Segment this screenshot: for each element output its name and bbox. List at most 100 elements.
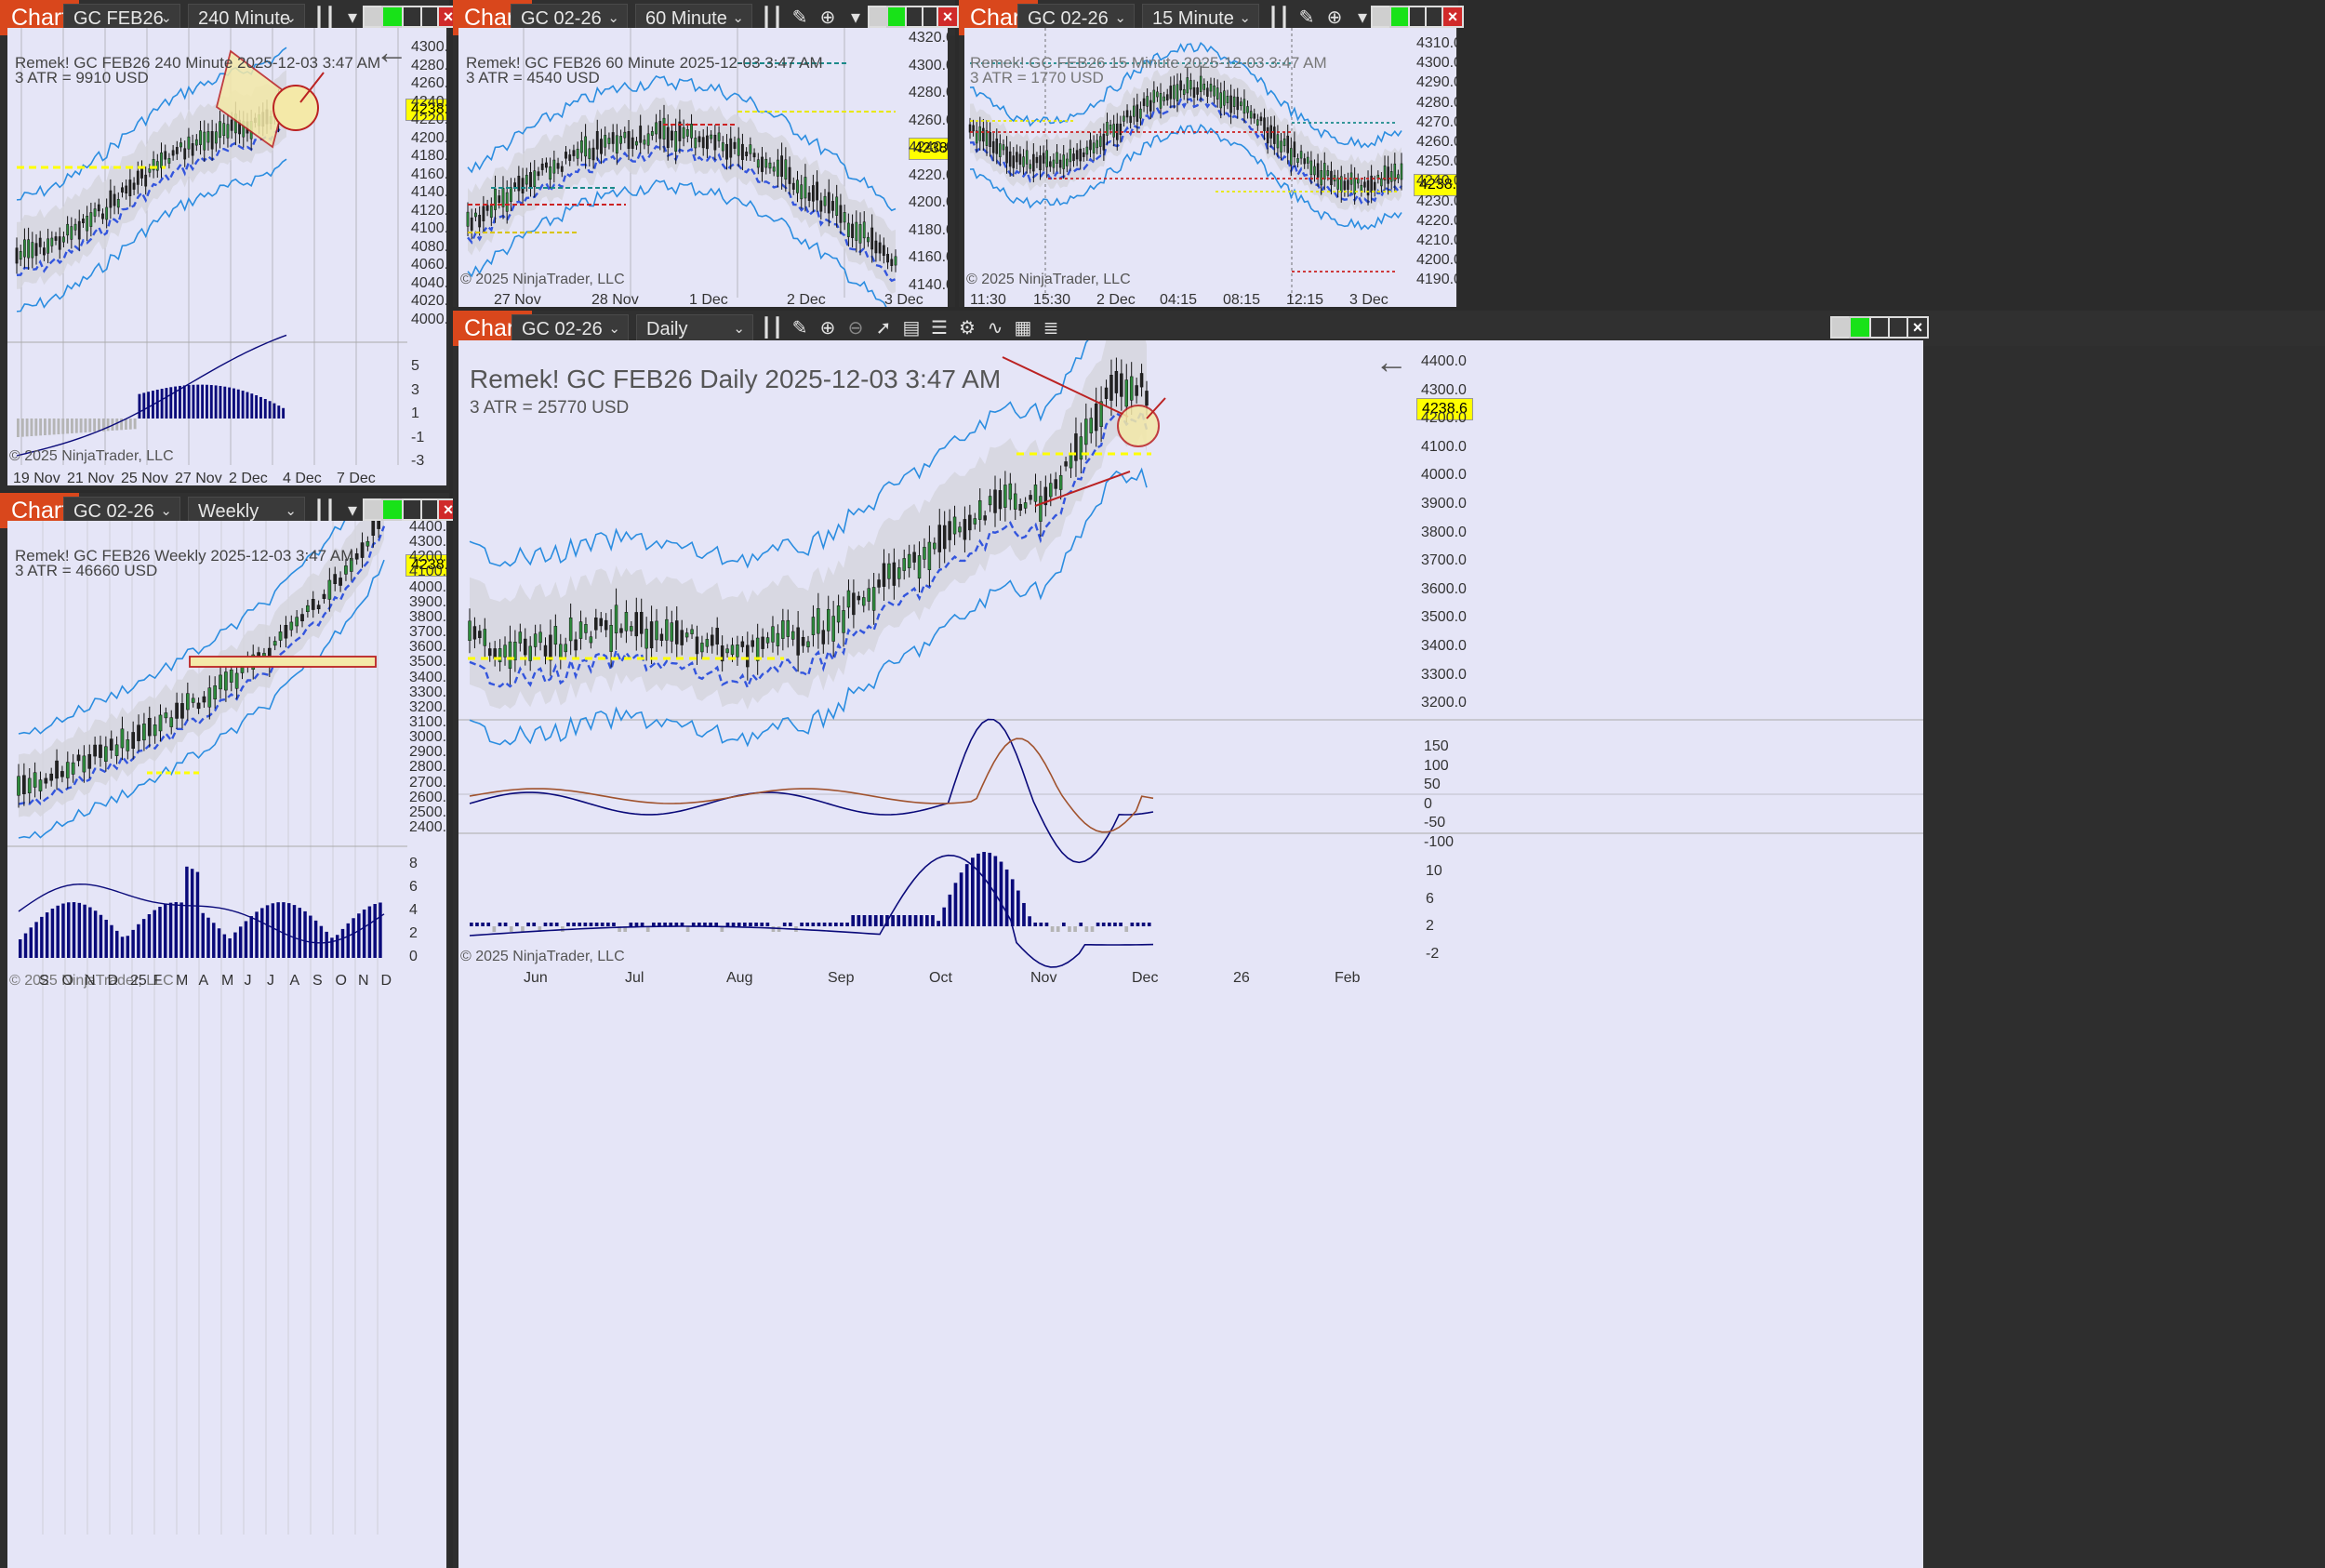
candle-body [751, 640, 754, 647]
candle-body [354, 553, 359, 560]
candle-body [705, 639, 710, 647]
chart-style-icon[interactable]: ┃┃ [1267, 7, 1291, 28]
candle-body [839, 205, 843, 223]
instrument-selector[interactable]: GC 02-26 ⌄ [63, 497, 180, 525]
interval-selector[interactable]: 60 Minute ⌄ [635, 4, 752, 32]
interval-selector[interactable]: Daily ⌄ [636, 314, 753, 342]
chart-panel[interactable]: Remek! GC FEB26 60 Minute 2025-12-03 3:4… [458, 28, 948, 307]
zoom-out-icon[interactable]: ⊖ [847, 318, 864, 339]
histogram-bar [834, 923, 838, 926]
strategies-icon[interactable]: ⚙ [959, 318, 976, 339]
candle-body [158, 714, 163, 732]
candle-body [1129, 376, 1134, 401]
dropdown-arrow-icon[interactable]: ▾ [1357, 7, 1368, 28]
candle-body [1397, 174, 1400, 179]
close-button[interactable]: × [1906, 316, 1929, 339]
candle-body [518, 631, 523, 644]
pointer-icon[interactable]: ➚ [875, 318, 892, 339]
axis-tick-label: 4230.0 [1416, 193, 1456, 209]
chart-style-icon[interactable]: ┃┃ [312, 7, 337, 28]
instrument-selector[interactable]: GC 02-26 ⌄ [512, 314, 629, 342]
interval-selector[interactable]: 240 Minute ⌄ [188, 4, 305, 32]
candle-body [701, 137, 705, 149]
dropdown-arrow-icon[interactable]: ▾ [347, 500, 358, 521]
histogram-bar [246, 392, 249, 419]
instrument-selector[interactable]: GC 02-26 ⌄ [511, 4, 628, 32]
interval-selector[interactable]: 15 Minute ⌄ [1142, 4, 1259, 32]
back-arrow-icon[interactable]: ← [375, 33, 408, 71]
chart-style-icon[interactable]: ┃┃ [760, 318, 784, 339]
axis-tick-label: 4240.0 [411, 93, 446, 110]
candle-body [1309, 160, 1313, 176]
axis-tick-label: 4270.0 [1416, 113, 1456, 130]
axis-tick-label: 19 Nov [13, 471, 60, 485]
close-button[interactable]: × [937, 6, 959, 28]
candle-body [737, 138, 740, 156]
candle-body [70, 226, 73, 240]
link-green-button[interactable] [1849, 316, 1871, 339]
histogram-bar [800, 923, 804, 926]
atr-label: 3 ATR = 46660 USD [15, 562, 158, 579]
dropdown-arrow-icon[interactable]: ▾ [347, 7, 358, 28]
axis-tick-label: 4100.0 [1421, 438, 1467, 455]
candle-body [1075, 150, 1079, 160]
dropdown-arrow-icon[interactable]: ▾ [850, 7, 861, 28]
histogram-bar [115, 930, 119, 958]
candle-body [524, 638, 527, 656]
candle-body [1094, 403, 1098, 432]
properties-icon[interactable]: ☰ [931, 318, 948, 339]
chart-panel[interactable]: Remek! GC FEB26 240 Minute 2025-12-03 3:… [7, 28, 446, 485]
histogram-bar [125, 419, 127, 430]
histogram-bar [873, 915, 878, 926]
candle-body [1219, 92, 1223, 109]
chart-style-icon[interactable]: ┃┃ [760, 7, 784, 28]
histogram-bar [115, 419, 119, 431]
drawing-tool-icon[interactable]: ✎ [791, 7, 808, 28]
axis-tick-label: 11:30 [970, 292, 1006, 307]
indicators-icon[interactable]: ∿ [987, 318, 1003, 339]
data-box-icon[interactable]: ▤ [902, 318, 921, 339]
histogram-bar [993, 856, 998, 926]
axis-tick-label: Jul [625, 970, 644, 986]
back-arrow-icon[interactable]: ← [1375, 342, 1408, 380]
volatility-band-fill [970, 59, 1402, 213]
candle-body [1253, 113, 1256, 119]
candle-body [874, 240, 878, 254]
candle-body [1109, 375, 1113, 401]
candle-body [611, 132, 615, 144]
zoom-icon[interactable]: ⊕ [1326, 7, 1343, 28]
chart-panel[interactable]: Remek! GC FEB26 15 Minute 2025-12-03 3:4… [964, 28, 1456, 307]
chart-panel[interactable]: Remek! GC FEB26 Daily 2025-12-03 3:47 AM… [458, 340, 1923, 1568]
templates-icon[interactable]: ▦ [1014, 318, 1032, 339]
interval-value: Weekly [198, 501, 259, 522]
candle-body [725, 648, 729, 654]
chart-panel[interactable]: Remek! GC FEB26 Weekly 2025-12-03 3:47 A… [7, 521, 446, 1568]
axis-tick-label: D [107, 973, 119, 989]
candle-body [137, 724, 140, 741]
axis-tick-label: 5 [411, 358, 419, 374]
instrument-selector[interactable]: GC 02-26 ⌄ [1017, 4, 1135, 32]
candle-body [710, 134, 713, 140]
zoom-in-icon[interactable]: ⊕ [819, 318, 836, 339]
candle-body [958, 526, 962, 533]
drawing-tool-icon[interactable]: ✎ [791, 318, 808, 339]
close-button[interactable]: × [1442, 6, 1464, 28]
link-green-button[interactable] [381, 498, 404, 521]
candle-body [101, 213, 104, 219]
list-icon[interactable]: ≣ [1043, 318, 1059, 339]
atr-label: 3 ATR = 1770 USD [970, 69, 1104, 86]
histogram-bar [880, 915, 884, 926]
axis-tick-label: 15:30 [1033, 292, 1071, 307]
drawing-tool-icon[interactable]: ✎ [1298, 7, 1315, 28]
zoom-icon[interactable]: ⊕ [819, 7, 836, 28]
candle-body [1008, 151, 1012, 167]
candle-body [1135, 385, 1138, 396]
histogram-bar [61, 419, 65, 434]
link-green-button[interactable] [381, 6, 404, 28]
candle-body [977, 499, 982, 520]
histogram-bar [88, 419, 92, 432]
chart-style-icon[interactable]: ┃┃ [312, 500, 337, 521]
histogram-bar [174, 902, 179, 958]
candle-body [49, 773, 54, 781]
trend-moving-average [18, 525, 386, 805]
